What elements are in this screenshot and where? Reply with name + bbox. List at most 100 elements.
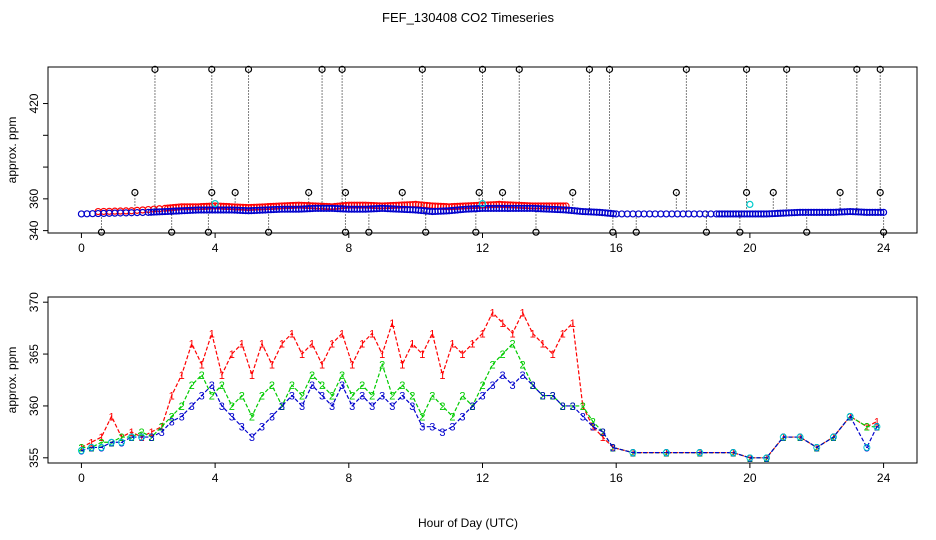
- top-spike-mid-point: [341, 188, 350, 197]
- bottom-series-2-marker: 2: [429, 391, 435, 403]
- bottom-series-2-marker: 2: [479, 380, 485, 392]
- bottom-series-3-marker: 3: [747, 453, 753, 465]
- top-blue-point: [877, 208, 885, 216]
- bottom-series-3-marker: 3: [289, 391, 295, 403]
- bottom-series-3-marker: 3: [209, 380, 215, 392]
- bottom-series-1-marker: 1: [88, 437, 94, 449]
- bottom-series-2-marker: 2: [239, 391, 245, 403]
- bottom-series-1-marker: 1: [249, 370, 255, 382]
- bottom-series-2-marker: 2: [118, 432, 124, 444]
- top-spike-low-point: [803, 228, 811, 236]
- bottom-series-1-marker: 1: [78, 442, 84, 454]
- bottom-series-2-marker: 2: [590, 417, 596, 429]
- bottom-series-1-marker: 1: [697, 448, 703, 460]
- bottom-series-1-marker: 1: [319, 359, 325, 371]
- bottom-y-axis-label: approx. ppm: [5, 347, 19, 414]
- bottom-series-3-point: [729, 449, 737, 457]
- bottom-series-3-marker: 3: [179, 411, 185, 423]
- bottom-series-2-marker: 2: [98, 437, 104, 449]
- bottom-series-2-marker: 2: [389, 391, 395, 403]
- top-axes: 0 4 8 12 16 20 24 340 360 420: [27, 93, 891, 255]
- bottom-series-1-marker: 1: [429, 328, 435, 340]
- top-spike-high-point: [318, 65, 326, 73]
- bottom-series-1-marker: 1: [550, 349, 556, 361]
- bottom-series-2-marker: 2: [88, 442, 94, 454]
- top-spike-mid-point: [305, 188, 313, 197]
- bottom-series-1-marker: 1: [730, 448, 736, 460]
- bottom-series-2-marker: 2: [550, 391, 556, 403]
- top-spike-mid-point: [131, 188, 139, 197]
- bottom-series-1-marker: 1: [209, 328, 215, 340]
- bottom-series-1-marker: 1: [169, 391, 175, 403]
- bottom-series-1-marker: 1: [118, 432, 124, 444]
- top-cyan-point: [211, 200, 219, 208]
- bottom-series-3-marker: 3: [319, 391, 325, 403]
- bottom-series-3-marker: 3: [874, 422, 880, 434]
- top-y-tick-label: 340: [27, 220, 41, 240]
- bottom-series-3-marker: 3: [449, 422, 455, 434]
- bottom-series-1-marker: 1: [159, 422, 165, 434]
- bottom-series-3-line: [81, 373, 878, 459]
- top-x-tick-label: 24: [877, 241, 891, 255]
- top-spike-low-point: [264, 228, 273, 236]
- bottom-series-2-marker: 2: [764, 453, 770, 465]
- bottom-series-3-marker: 3: [520, 370, 526, 382]
- top-spike-high-point: [515, 65, 523, 73]
- bottom-series-3-marker: 3: [610, 442, 616, 454]
- bottom-series-3-point: [829, 433, 837, 441]
- bottom-series-3-marker: 3: [139, 432, 145, 444]
- top-spike-mid-point: [672, 188, 680, 197]
- bottom-series-1-marker: 1: [510, 328, 516, 340]
- bottom-series-1-marker: 1: [329, 339, 335, 351]
- top-spike-low-point: [632, 228, 640, 236]
- bottom-series-1-marker: 1: [419, 349, 425, 361]
- bottom-series-3-marker: 3: [499, 370, 505, 382]
- bottom-series-3-point: [108, 438, 116, 446]
- bottom-series-2-marker: 2: [339, 370, 345, 382]
- bottom-series-1-marker: 1: [349, 359, 355, 371]
- bottom-series-1-marker: 1: [128, 427, 134, 439]
- top-spike-high-point: [876, 65, 884, 73]
- top-spike-mid-point: [398, 188, 406, 197]
- bottom-series-3-marker: 3: [199, 391, 205, 403]
- bottom-series-1-marker: 1: [149, 427, 155, 439]
- bottom-series-3-marker: 3: [399, 391, 405, 403]
- bottom-series-3-marker: 3: [219, 401, 225, 413]
- bottom-series-3-point: [696, 449, 704, 457]
- bottom-series-3-point: [863, 443, 871, 451]
- bottom-series-3-marker: 3: [339, 380, 345, 392]
- top-cyan-point: [746, 200, 754, 209]
- bottom-series-2-marker: 2: [780, 432, 786, 444]
- top-spike-low-point: [702, 228, 711, 236]
- bottom-series-1-marker: 1: [874, 417, 880, 429]
- bottom-series-3-marker: 3: [570, 401, 576, 413]
- bottom-series-2-marker: 2: [299, 391, 305, 403]
- bottom-series-3-marker: 3: [479, 391, 485, 403]
- bottom-series-3-marker: 3: [590, 422, 596, 434]
- bottom-x-tick-label: 4: [212, 471, 219, 485]
- bottom-series-2-marker: 2: [510, 339, 516, 351]
- bottom-series-3-marker: 3: [469, 401, 475, 413]
- bottom-series-3-marker: 3: [118, 437, 124, 449]
- bottom-series-2-marker: 2: [269, 380, 275, 392]
- bottom-series-3-marker: 3: [128, 432, 134, 444]
- bottom-series-2-marker: 2: [499, 349, 505, 361]
- bottom-series-1-marker: 1: [520, 308, 526, 320]
- bottom-series-2-marker: 2: [469, 401, 475, 413]
- bottom-series-3-marker: 3: [814, 442, 820, 454]
- bottom-series-3-marker: 3: [309, 380, 315, 392]
- top-spike-low-point: [365, 228, 373, 236]
- bottom-series-3-marker: 3: [169, 417, 175, 429]
- bottom-series-2-marker: 2: [259, 391, 265, 403]
- bottom-series-2-marker: 2: [189, 380, 195, 392]
- bottom-series-3-marker: 3: [379, 391, 385, 403]
- bottom-series-3-marker: 3: [797, 432, 803, 444]
- bottom-series-1-marker: 1: [764, 453, 770, 465]
- bottom-series-1-marker: 1: [179, 370, 185, 382]
- bottom-series-3-marker: 3: [550, 391, 556, 403]
- bottom-series-2-marker: 2: [730, 448, 736, 460]
- bottom-series-2-marker: 2: [409, 391, 415, 403]
- top-spike-low-point: [204, 228, 213, 236]
- bottom-y-tick-label: 355: [27, 447, 41, 467]
